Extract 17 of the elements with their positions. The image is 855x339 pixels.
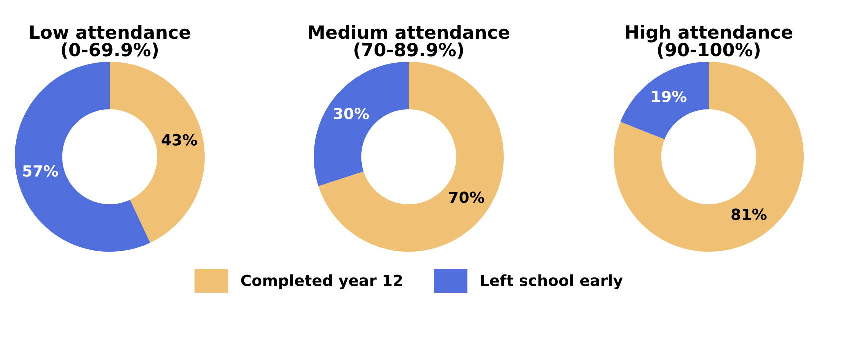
donut-slice xyxy=(110,62,205,243)
legend-label: Completed year 12 xyxy=(241,274,402,290)
data-label: 19% xyxy=(652,90,687,103)
data-label: 70% xyxy=(449,192,484,204)
donut-slice xyxy=(614,62,804,252)
chart-title: Medium attendance (70-89.9%) xyxy=(309,25,510,59)
chart-title: Low attendance (0-69.9%) xyxy=(30,25,190,59)
data-label: 43% xyxy=(162,134,198,146)
legend-label: Left school early xyxy=(481,274,623,290)
data-label: 57% xyxy=(23,165,58,177)
chart-title: High attendance (90-100%) xyxy=(626,25,793,59)
donut-slice xyxy=(314,62,409,186)
donut-slice xyxy=(318,62,504,252)
donut-slice xyxy=(15,62,150,252)
data-label: 81% xyxy=(732,208,767,220)
data-label: 30% xyxy=(334,108,370,120)
donut-slice xyxy=(620,62,709,140)
